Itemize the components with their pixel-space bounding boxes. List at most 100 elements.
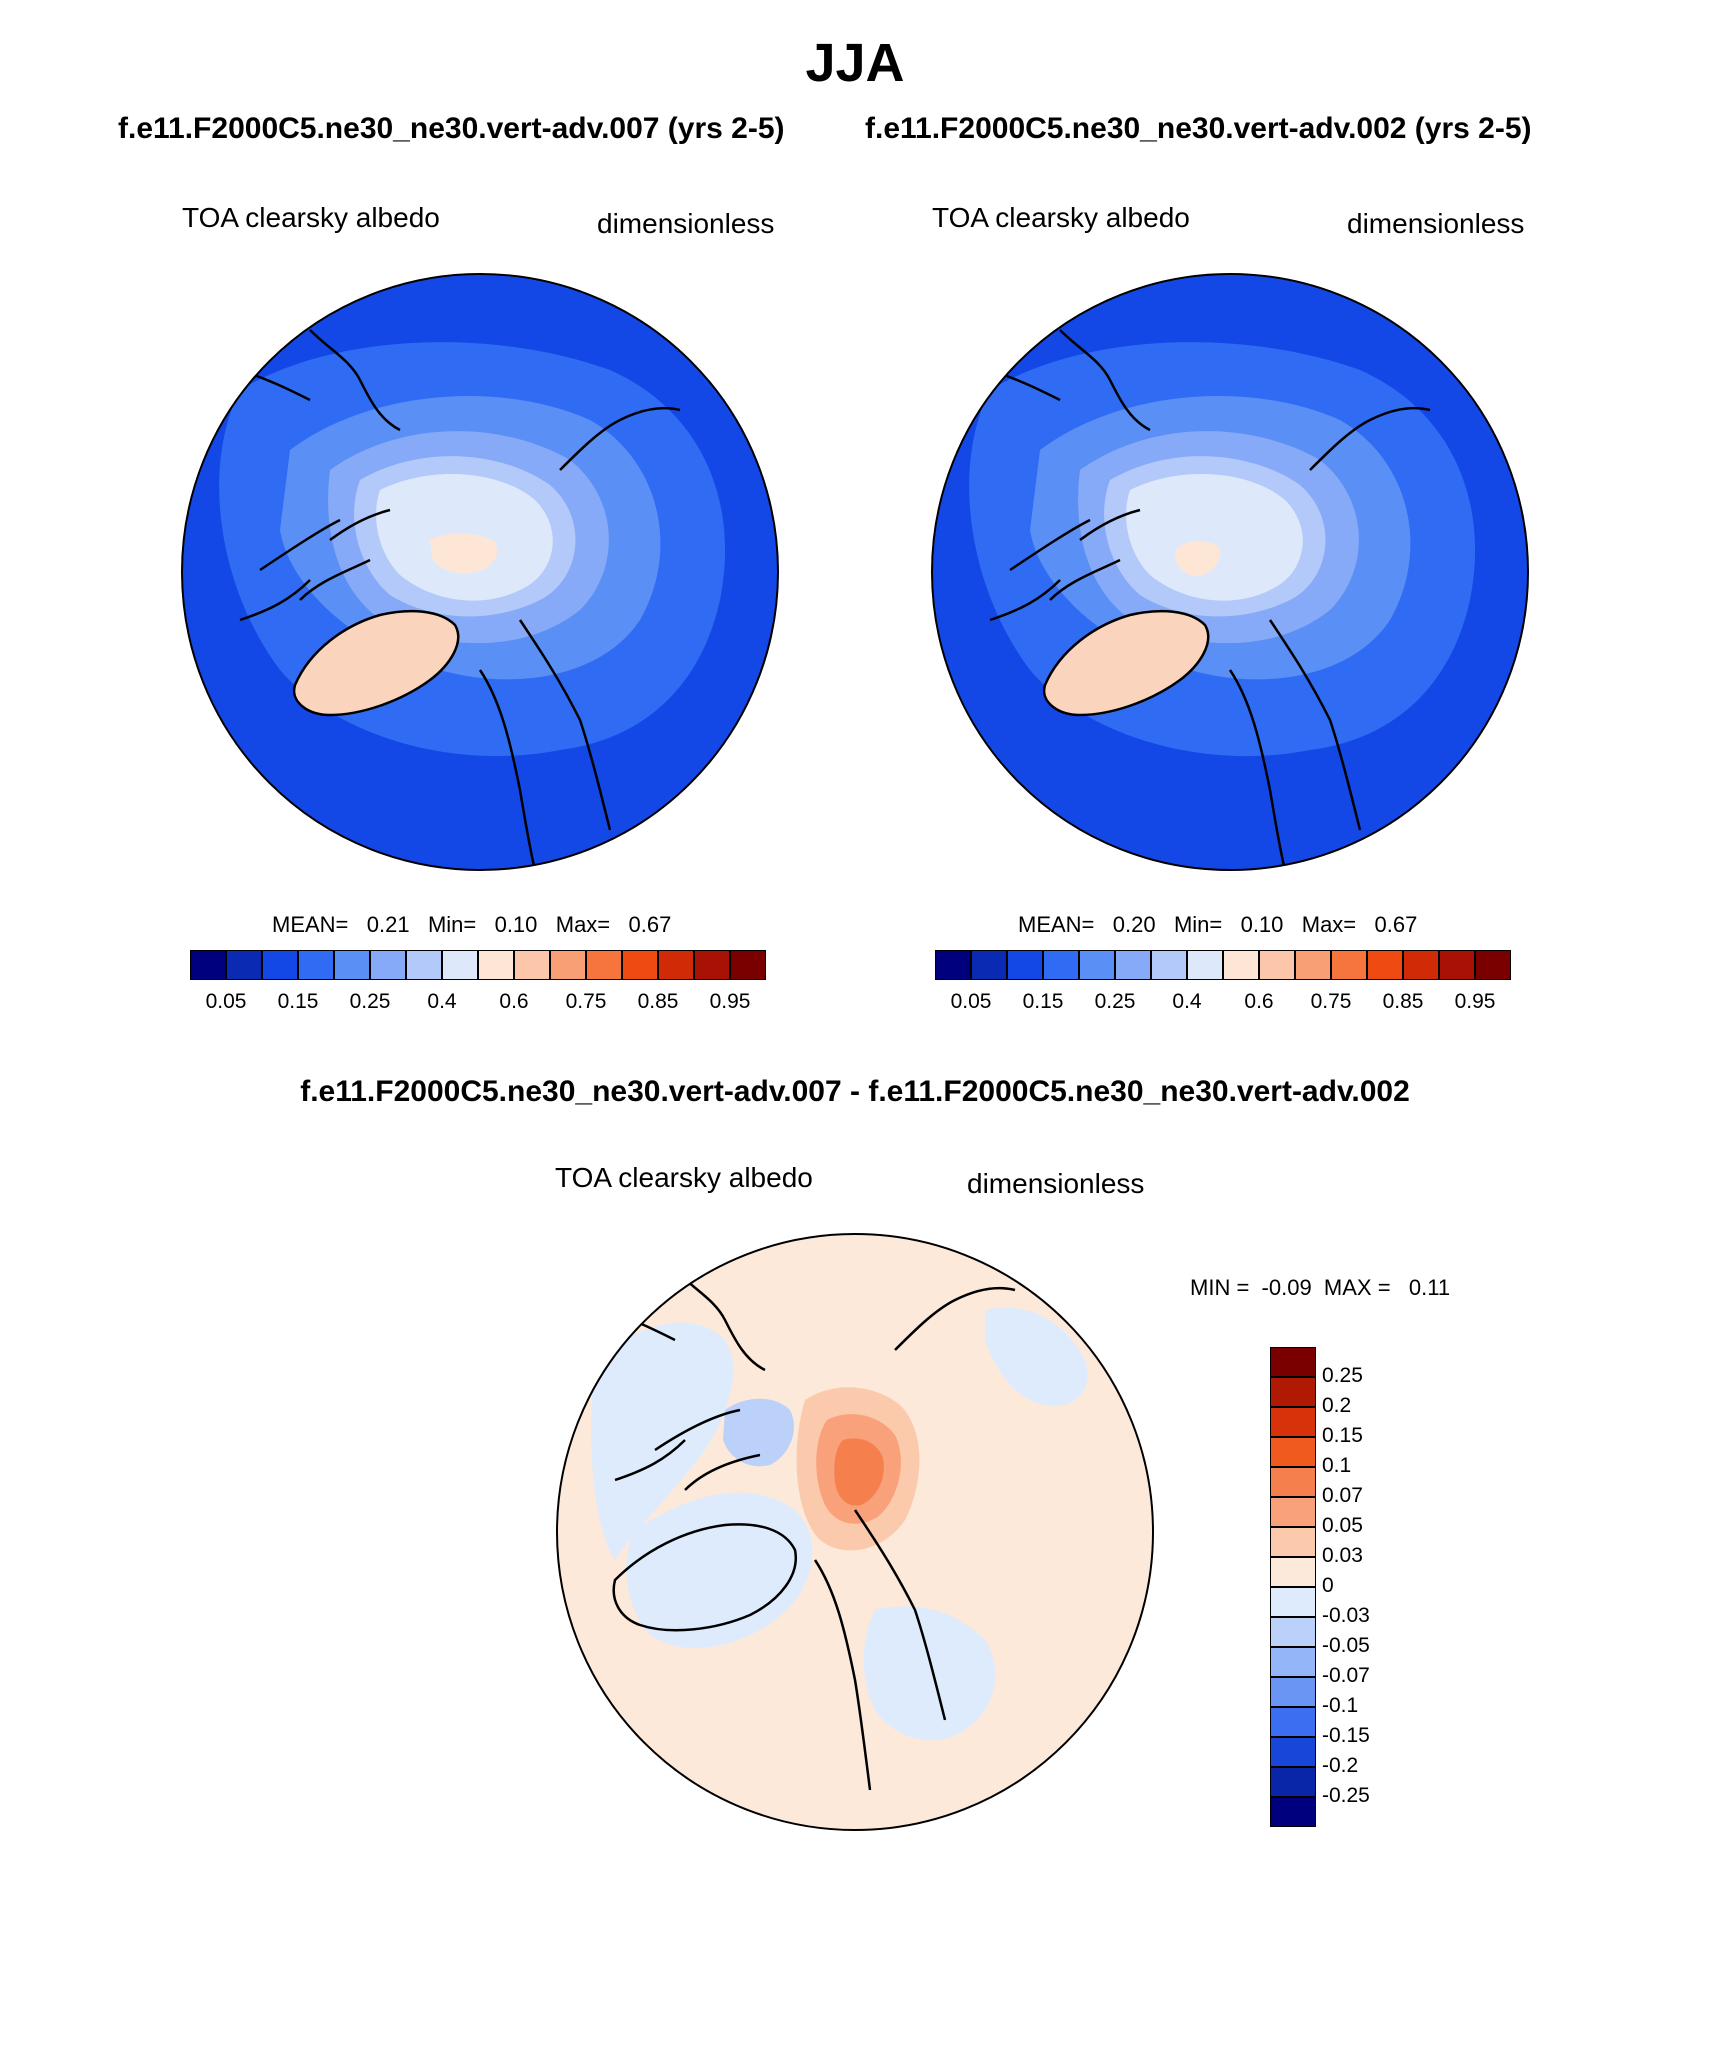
diff-colorbar-box-7 <box>1270 1557 1316 1587</box>
right-mean-label: MEAN= <box>1018 912 1095 937</box>
right-colorbar <box>935 950 1511 980</box>
right-max-value: 0.67 <box>1374 912 1418 937</box>
left-colorbar-tick-label: 0.25 <box>349 990 391 1013</box>
left-colorbar-box-10 <box>550 950 586 980</box>
eurasia-coast-outline <box>478 406 681 870</box>
diff-colorbar-tick-label: 0.15 <box>1322 1424 1363 1447</box>
left-colorbar-box-14 <box>694 950 730 980</box>
map-boundary <box>181 273 779 871</box>
left-colorbar-box-4 <box>334 950 370 980</box>
left-colorbar-ticks: 0.05 0.15 0.25 0.4 0.6 0.75 0.85 0.95 <box>190 990 766 1018</box>
right-panel-variable-label: TOA clearsky albedo <box>932 202 1190 233</box>
right-colorbar-box-15 <box>1475 950 1511 980</box>
left-colorbar-tick-label: 0.95 <box>709 990 751 1013</box>
right-colorbar-tick-label: 0.15 <box>1022 990 1064 1013</box>
left-min-value: 0.10 <box>494 912 538 937</box>
right-colorbar-tick-label: 0.05 <box>950 990 992 1013</box>
difference-title: f.e11.F2000C5.ne30_ne30.vert-adv.007 - f… <box>300 1075 1410 1108</box>
diff-fill-0.07 <box>834 1438 884 1506</box>
eurasia-coast-outline <box>813 1286 1016 1791</box>
right-panel-units-label: dimensionless <box>1347 208 1525 239</box>
right-colorbar-box-0 <box>935 950 971 980</box>
left-colorbar-tick-label: 0.05 <box>205 990 247 1013</box>
left-colorbar-box-9 <box>514 950 550 980</box>
diff-colorbar-tick-label: 0.07 <box>1322 1484 1363 1507</box>
right-colorbar-box-5 <box>1115 950 1151 980</box>
diff-panel-units-label: dimensionless <box>967 1168 1145 1199</box>
arctic-fill-0.5 <box>1126 473 1303 601</box>
diff-colorbar-tick-label: 0.1 <box>1322 1454 1352 1477</box>
diff-panel-variable-label: TOA clearsky albedo <box>555 1162 813 1193</box>
canadian-archipelago-outline <box>239 508 391 622</box>
diff-colorbar-box-5 <box>1270 1497 1316 1527</box>
left-colorbar-tick-label: 0.4 <box>427 990 457 1013</box>
diff-colorbar-box-2 <box>1270 1407 1316 1437</box>
left-colorbar-tick-label: 0.6 <box>499 990 529 1013</box>
right-colorbar-tick-label: 0.85 <box>1382 990 1424 1013</box>
left-min-label: Min= <box>427 912 477 937</box>
right-colorbar-box-1 <box>971 950 1007 980</box>
ice-fill-0.6 <box>1174 540 1221 576</box>
diff-colorbar-tick-label: 0.25 <box>1322 1364 1363 1387</box>
diff-max-value: 0.11 <box>1408 1275 1451 1300</box>
left-colorbar-box-7 <box>442 950 478 980</box>
left-colorbar-tick-label: 0.85 <box>637 990 679 1013</box>
diff-colorbar-box-15 <box>1270 1797 1316 1827</box>
canadian-archipelago-outline <box>989 508 1141 622</box>
right-colorbar-box-11 <box>1331 950 1367 980</box>
right-colorbar-box-12 <box>1367 950 1403 980</box>
right-mean-value: 0.20 <box>1112 912 1156 937</box>
diff-panel-stats: MIN = -0.09 MAX = 0.11 <box>1190 1275 1450 1301</box>
diff-colorbar-box-13 <box>1270 1737 1316 1767</box>
left-colorbar-box-2 <box>262 950 298 980</box>
diff-colorbar-tick-label: 0.05 <box>1322 1514 1363 1537</box>
left-max-label: Max= <box>555 912 611 937</box>
eurasia-coast-outline <box>1228 406 1431 870</box>
diff-colorbar-box-12 <box>1270 1707 1316 1737</box>
left-colorbar-box-6 <box>406 950 442 980</box>
map-boundary <box>931 273 1529 871</box>
diff-colorbar-box-11 <box>1270 1677 1316 1707</box>
page-title: JJA <box>805 33 905 93</box>
right-min-value: 0.10 <box>1240 912 1284 937</box>
left-panel-case-title: f.e11.F2000C5.ne30_ne30.vert-adv.007 (yr… <box>118 112 785 145</box>
right-colorbar-tick-label: 0.95 <box>1454 990 1496 1013</box>
right-max-label: Max= <box>1301 912 1357 937</box>
diff-fill-neg-0.01-b <box>626 1492 813 1649</box>
right-colorbar-tick-label: 0.25 <box>1094 990 1136 1013</box>
left-mean-value: 0.21 <box>366 912 410 937</box>
difference-polar-map <box>556 1233 1154 1831</box>
diff-min-value: -0.09 <box>1261 1275 1312 1300</box>
left-max-value: 0.67 <box>628 912 672 937</box>
right-colorbar-box-8 <box>1223 950 1259 980</box>
greenland-outline <box>1042 609 1210 717</box>
right-colorbar-box-2 <box>1007 950 1043 980</box>
right-colorbar-tick-label: 0.4 <box>1172 990 1202 1013</box>
left-colorbar-box-1 <box>226 950 262 980</box>
left-colorbar-box-3 <box>298 950 334 980</box>
right-colorbar-box-3 <box>1043 950 1079 980</box>
right-colorbar-ticks: 0.05 0.15 0.25 0.4 0.6 0.75 0.85 0.95 <box>935 990 1511 1018</box>
diff-fill-neg-0.01-d <box>985 1307 1088 1406</box>
right-min-label: Min= <box>1173 912 1223 937</box>
diff-colorbar-tick-label: -0.25 <box>1322 1784 1370 1807</box>
diff-colorbar-tick-label: -0.05 <box>1322 1634 1370 1657</box>
canadian-archipelago-outline <box>614 1408 761 1491</box>
diff-colorbar-tick-label: -0.1 <box>1322 1694 1359 1717</box>
left-panel-stats: MEAN= 0.21 Min= 0.10 Max= 0.67 <box>272 912 671 938</box>
left-colorbar-box-8 <box>478 950 514 980</box>
right-colorbar-box-7 <box>1187 950 1223 980</box>
left-panel-variable-label: TOA clearsky albedo <box>182 202 440 233</box>
right-colorbar-box-4 <box>1079 950 1115 980</box>
diff-min-label: MIN = <box>1190 1275 1250 1300</box>
diff-colorbar-box-10 <box>1270 1647 1316 1677</box>
right-polar-map <box>931 273 1529 871</box>
right-colorbar-box-14 <box>1439 950 1475 980</box>
left-panel-units-label: dimensionless <box>597 208 775 239</box>
right-colorbar-box-10 <box>1295 950 1331 980</box>
diff-colorbar-box-6 <box>1270 1527 1316 1557</box>
right-colorbar-box-6 <box>1151 950 1187 980</box>
left-colorbar-box-0 <box>190 950 226 980</box>
left-colorbar-tick-label: 0.15 <box>277 990 319 1013</box>
diff-colorbar-box-8 <box>1270 1587 1316 1617</box>
